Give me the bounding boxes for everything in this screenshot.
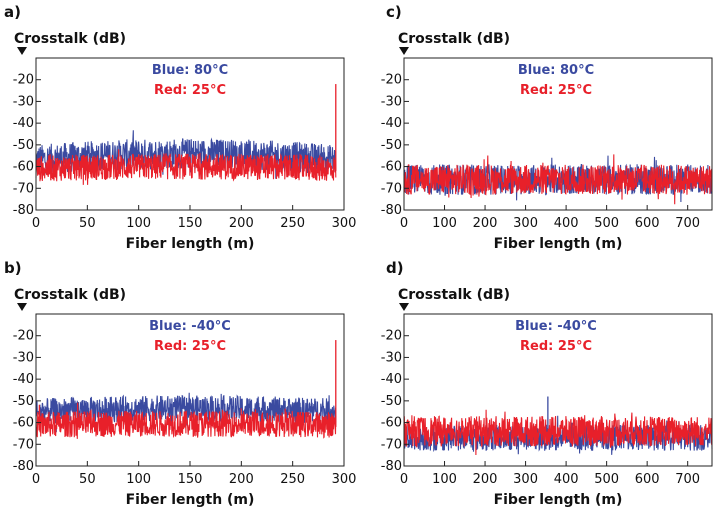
y-axis-title: Crosstalk (dB) — [398, 31, 510, 47]
legend-entry: Blue: -40°C — [149, 319, 231, 334]
y-tick-label: -40 — [381, 116, 402, 131]
x-tick-label: 200 — [229, 216, 254, 231]
x-tick-label: 200 — [473, 472, 498, 487]
plot-frame — [403, 57, 713, 211]
x-tick-label: 500 — [594, 472, 619, 487]
plot-frame — [35, 313, 345, 467]
axis-arrow-icon — [17, 303, 27, 311]
panel-label: a) — [4, 3, 21, 21]
y-tick-label: -20 — [13, 73, 34, 88]
legend-entry: Red: 25°C — [520, 339, 592, 354]
y-tick-label: -70 — [381, 437, 402, 452]
x-tick-label: 400 — [554, 472, 579, 487]
x-tick-label: 0 — [32, 216, 40, 231]
y-tick-label: -50 — [381, 394, 402, 409]
series-line — [35, 402, 337, 439]
chart-panel: d) Crosstalk (dB) -20 -30 -40 -50 -60 -70 -800 10… — [381, 259, 713, 508]
panel-label: b) — [4, 259, 22, 277]
panel-label: d) — [386, 259, 404, 277]
y-tick-label: -40 — [13, 372, 34, 387]
y-tick-label: -20 — [381, 73, 402, 88]
x-tick-label: 700 — [675, 472, 700, 487]
x-tick-label: 150 — [178, 472, 203, 487]
y-tick-label: -30 — [13, 350, 34, 365]
x-axis-title: Fiber length (m) — [126, 492, 255, 508]
legend-entry: Red: 25°C — [154, 339, 226, 354]
series-line — [35, 392, 337, 433]
y-tick-label: -70 — [13, 437, 34, 452]
y-tick-label: -40 — [381, 372, 402, 387]
y-tick-label: -80 — [13, 203, 34, 218]
legend-entry: Blue: 80°C — [152, 63, 228, 78]
y-tick-label: -50 — [381, 138, 402, 153]
x-tick-label: 250 — [280, 216, 305, 231]
y-tick-label: -60 — [13, 416, 34, 431]
y-tick-label: -20 — [13, 329, 34, 344]
x-tick-label: 100 — [432, 472, 457, 487]
y-axis-title: Crosstalk (dB) — [398, 287, 510, 303]
x-tick-label: 300 — [513, 472, 538, 487]
y-tick-label: -80 — [381, 203, 402, 218]
x-tick-label: 600 — [635, 216, 660, 231]
chart-panel: a) Crosstalk (dB) -20 -30 -40 -50 -60 -70 -800 50… — [4, 3, 356, 252]
y-tick-label: -50 — [13, 394, 34, 409]
axis-arrow-icon — [399, 47, 409, 55]
chart-panel: b) Crosstalk (dB) -20 -30 -40 -50 -60 -70 -800 50… — [4, 259, 356, 508]
y-tick-label: -30 — [13, 94, 34, 109]
plot-frame — [35, 57, 345, 211]
x-tick-label: 250 — [280, 472, 305, 487]
y-axis-title: Crosstalk (dB) — [14, 287, 126, 303]
series-line — [35, 149, 337, 185]
y-tick-label: -70 — [13, 181, 34, 196]
x-tick-label: 100 — [126, 472, 151, 487]
x-tick-label: 0 — [400, 216, 408, 231]
x-tick-label: 100 — [126, 216, 151, 231]
panel-label: c) — [386, 3, 402, 21]
x-tick-label: 0 — [400, 472, 408, 487]
y-tick-label: -50 — [13, 138, 34, 153]
legend-entry: Blue: -40°C — [515, 319, 597, 334]
x-tick-label: 300 — [332, 472, 357, 487]
y-tick-label: -60 — [381, 160, 402, 175]
x-tick-label: 100 — [432, 216, 457, 231]
x-tick-label: 700 — [675, 216, 700, 231]
plot-frame — [403, 313, 713, 467]
x-tick-label: 300 — [332, 216, 357, 231]
y-tick-label: -60 — [13, 160, 34, 175]
series-line — [35, 130, 337, 179]
y-tick-label: -20 — [381, 329, 402, 344]
x-tick-label: 300 — [513, 216, 538, 231]
y-tick-label: -80 — [381, 459, 402, 474]
legend-entry: Blue: 80°C — [518, 63, 594, 78]
y-axis-title: Crosstalk (dB) — [14, 31, 126, 47]
y-tick-label: -40 — [13, 116, 34, 131]
legend-entry: Red: 25°C — [520, 83, 592, 98]
x-tick-label: 200 — [229, 472, 254, 487]
y-tick-label: -30 — [381, 94, 402, 109]
x-tick-label: 500 — [594, 216, 619, 231]
x-tick-label: 150 — [178, 216, 203, 231]
axis-arrow-icon — [17, 47, 27, 55]
legend-entry: Red: 25°C — [154, 83, 226, 98]
x-tick-label: 200 — [473, 216, 498, 231]
x-tick-label: 600 — [635, 472, 660, 487]
axis-arrow-icon — [399, 303, 409, 311]
chart-panel: c) Crosstalk (dB) -20 -30 -40 -50 -60 -70 -800 10… — [381, 3, 713, 252]
y-tick-label: -30 — [381, 350, 402, 365]
x-axis-title: Fiber length (m) — [494, 492, 623, 508]
y-tick-label: -70 — [381, 181, 402, 196]
y-tick-label: -80 — [13, 459, 34, 474]
x-tick-label: 50 — [79, 472, 96, 487]
x-tick-label: 400 — [554, 216, 579, 231]
series-line — [403, 409, 713, 456]
x-tick-label: 50 — [79, 216, 96, 231]
x-axis-title: Fiber length (m) — [126, 236, 255, 252]
series-line — [403, 154, 713, 205]
y-tick-label: -60 — [381, 416, 402, 431]
x-axis-title: Fiber length (m) — [494, 236, 623, 252]
x-tick-label: 0 — [32, 472, 40, 487]
